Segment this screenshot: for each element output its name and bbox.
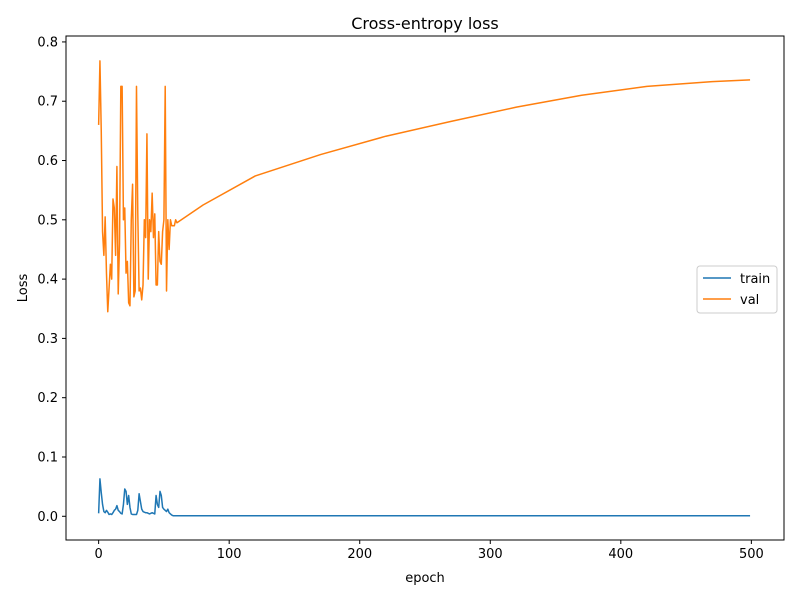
x-tick-label: 200	[347, 547, 372, 562]
series-line-train	[97, 478, 751, 517]
x-tick-label: 100	[217, 547, 242, 562]
x-tick-label: 300	[478, 547, 503, 562]
plot-area-frame	[65, 35, 785, 541]
legend-train-label: train	[740, 272, 770, 287]
y-tick-label: 0.0	[37, 510, 58, 525]
x-tick-label: 500	[739, 547, 764, 562]
y-tick-label: 0.5	[37, 213, 58, 228]
chart-title: Cross-entropy loss	[351, 14, 499, 33]
y-tick-label: 0.1	[37, 450, 58, 465]
plot-series	[97, 60, 751, 517]
y-tick-label: 0.7	[37, 95, 58, 110]
x-axis: 0 100 200 300 400 500	[94, 540, 764, 562]
y-axis-label: Loss	[16, 274, 31, 303]
x-tick-label: 0	[94, 547, 102, 562]
legend: train val	[696, 265, 778, 314]
x-axis-label: epoch	[405, 571, 445, 586]
x-tick-label: 400	[608, 547, 633, 562]
y-tick-label: 0.8	[37, 35, 58, 50]
y-tick-label: 0.6	[37, 154, 58, 169]
y-axis: 0.0 0.1 0.2 0.3 0.4 0.5 0.6 0.7 0.8	[37, 35, 66, 525]
y-tick-label: 0.3	[37, 332, 58, 347]
y-tick-label: 0.2	[37, 391, 58, 406]
legend-val-label: val	[740, 293, 759, 308]
y-tick-label: 0.4	[37, 273, 58, 288]
series-line-val	[97, 60, 751, 313]
